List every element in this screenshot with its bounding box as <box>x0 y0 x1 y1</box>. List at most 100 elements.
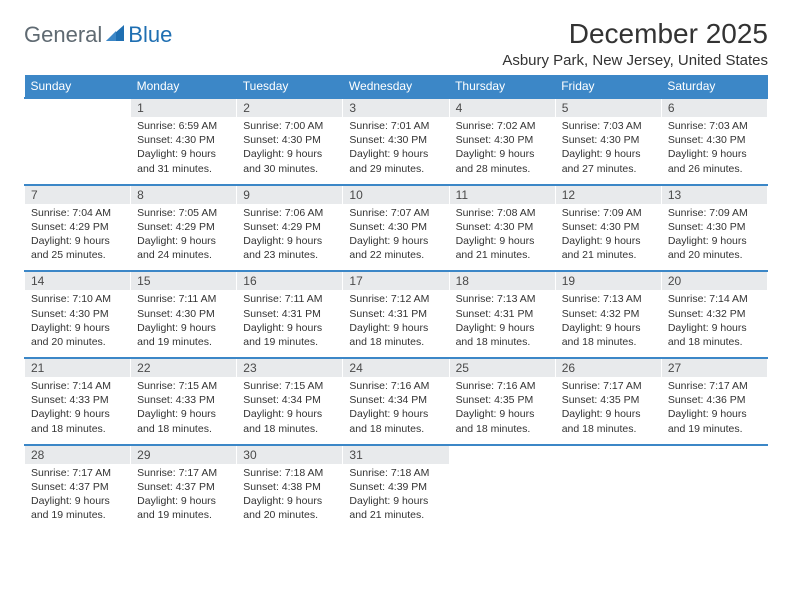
day-number: 29 <box>131 446 236 464</box>
day-number-cell: 2 <box>237 98 343 117</box>
day-header: Friday <box>555 75 661 98</box>
day-number-cell: 25 <box>449 358 555 377</box>
daylight-text: Daylight: 9 hours and 20 minutes. <box>243 494 336 522</box>
day-info-cell: Sunrise: 7:11 AMSunset: 4:30 PMDaylight:… <box>131 290 237 358</box>
sunrise-text: Sunrise: 7:17 AM <box>562 379 655 393</box>
day-number <box>556 446 661 450</box>
day-number: 16 <box>237 272 342 290</box>
daynum-row: 123456 <box>25 98 768 117</box>
daylight-text: Daylight: 9 hours and 18 minutes. <box>243 407 336 435</box>
sunset-text: Sunset: 4:30 PM <box>243 133 336 147</box>
day-number <box>25 99 130 103</box>
day-header: Saturday <box>661 75 767 98</box>
day-number-cell: 19 <box>555 271 661 290</box>
sunrise-text: Sunrise: 7:17 AM <box>31 466 124 480</box>
sunset-text: Sunset: 4:36 PM <box>668 393 761 407</box>
daynum-row: 21222324252627 <box>25 358 768 377</box>
daylight-text: Daylight: 9 hours and 30 minutes. <box>243 147 336 175</box>
logo-sail-icon <box>104 23 126 48</box>
day-info-cell: Sunrise: 7:03 AMSunset: 4:30 PMDaylight:… <box>661 117 767 185</box>
day-number-cell: 26 <box>555 358 661 377</box>
day-number-cell: 4 <box>449 98 555 117</box>
day-number-cell: 18 <box>449 271 555 290</box>
sunrise-text: Sunrise: 7:01 AM <box>349 119 442 133</box>
sunrise-text: Sunrise: 7:05 AM <box>137 206 230 220</box>
day-number: 14 <box>25 272 130 290</box>
logo-text-blue: Blue <box>128 22 172 48</box>
info-row: Sunrise: 7:17 AMSunset: 4:37 PMDaylight:… <box>25 464 768 531</box>
sunrise-text: Sunrise: 7:09 AM <box>562 206 655 220</box>
sunset-text: Sunset: 4:32 PM <box>562 307 655 321</box>
title-block: December 2025 Asbury Park, New Jersey, U… <box>502 18 768 69</box>
daylight-text: Daylight: 9 hours and 21 minutes. <box>456 234 549 262</box>
daylight-text: Daylight: 9 hours and 18 minutes. <box>456 321 549 349</box>
logo-text-general: General <box>24 22 102 48</box>
calendar-body: 123456Sunrise: 6:59 AMSunset: 4:30 PMDay… <box>25 98 768 530</box>
day-info-cell: Sunrise: 7:14 AMSunset: 4:32 PMDaylight:… <box>661 290 767 358</box>
day-number-cell: 23 <box>237 358 343 377</box>
day-info-cell: Sunrise: 7:08 AMSunset: 4:30 PMDaylight:… <box>449 204 555 272</box>
day-info-cell: Sunrise: 7:17 AMSunset: 4:37 PMDaylight:… <box>131 464 237 531</box>
day-number-cell: 6 <box>661 98 767 117</box>
day-number: 25 <box>450 359 555 377</box>
day-number-cell: 31 <box>343 445 449 464</box>
day-number: 26 <box>556 359 661 377</box>
day-number: 24 <box>343 359 448 377</box>
day-number-cell: 15 <box>131 271 237 290</box>
day-info-cell: Sunrise: 7:13 AMSunset: 4:32 PMDaylight:… <box>555 290 661 358</box>
day-info-cell: Sunrise: 7:14 AMSunset: 4:33 PMDaylight:… <box>25 377 131 445</box>
day-number-cell: 24 <box>343 358 449 377</box>
day-number-cell: 11 <box>449 185 555 204</box>
day-number-cell: 7 <box>25 185 131 204</box>
day-number: 21 <box>25 359 130 377</box>
location-text: Asbury Park, New Jersey, United States <box>502 52 768 69</box>
sunset-text: Sunset: 4:33 PM <box>137 393 230 407</box>
day-info-cell: Sunrise: 7:00 AMSunset: 4:30 PMDaylight:… <box>237 117 343 185</box>
day-number-cell: 27 <box>661 358 767 377</box>
day-info-cell: Sunrise: 7:02 AMSunset: 4:30 PMDaylight:… <box>449 117 555 185</box>
sunrise-text: Sunrise: 7:17 AM <box>137 466 230 480</box>
day-number-cell: 14 <box>25 271 131 290</box>
sunset-text: Sunset: 4:32 PM <box>668 307 761 321</box>
info-row: Sunrise: 7:10 AMSunset: 4:30 PMDaylight:… <box>25 290 768 358</box>
daylight-text: Daylight: 9 hours and 29 minutes. <box>349 147 442 175</box>
day-number-cell: 17 <box>343 271 449 290</box>
sunrise-text: Sunrise: 7:13 AM <box>456 292 549 306</box>
day-header: Thursday <box>449 75 555 98</box>
day-number: 8 <box>131 186 236 204</box>
daylight-text: Daylight: 9 hours and 25 minutes. <box>31 234 124 262</box>
sunrise-text: Sunrise: 7:11 AM <box>243 292 336 306</box>
sunrise-text: Sunrise: 7:09 AM <box>668 206 761 220</box>
day-number: 5 <box>556 99 661 117</box>
daylight-text: Daylight: 9 hours and 19 minutes. <box>243 321 336 349</box>
info-row: Sunrise: 7:04 AMSunset: 4:29 PMDaylight:… <box>25 204 768 272</box>
day-info-cell: Sunrise: 7:15 AMSunset: 4:33 PMDaylight:… <box>131 377 237 445</box>
sunset-text: Sunset: 4:30 PM <box>456 220 549 234</box>
daylight-text: Daylight: 9 hours and 26 minutes. <box>668 147 761 175</box>
day-number <box>662 446 767 450</box>
logo: General Blue <box>24 18 172 48</box>
daylight-text: Daylight: 9 hours and 18 minutes. <box>668 321 761 349</box>
sunset-text: Sunset: 4:31 PM <box>349 307 442 321</box>
daylight-text: Daylight: 9 hours and 27 minutes. <box>562 147 655 175</box>
sunset-text: Sunset: 4:39 PM <box>349 480 442 494</box>
day-info-cell: Sunrise: 7:01 AMSunset: 4:30 PMDaylight:… <box>343 117 449 185</box>
sunset-text: Sunset: 4:29 PM <box>137 220 230 234</box>
day-number: 31 <box>343 446 448 464</box>
day-number: 23 <box>237 359 342 377</box>
day-number: 1 <box>131 99 236 117</box>
info-row: Sunrise: 6:59 AMSunset: 4:30 PMDaylight:… <box>25 117 768 185</box>
day-number-cell: 9 <box>237 185 343 204</box>
daylight-text: Daylight: 9 hours and 24 minutes. <box>137 234 230 262</box>
daylight-text: Daylight: 9 hours and 18 minutes. <box>349 407 442 435</box>
daylight-text: Daylight: 9 hours and 19 minutes. <box>31 494 124 522</box>
sunset-text: Sunset: 4:30 PM <box>668 220 761 234</box>
day-number: 6 <box>662 99 767 117</box>
sunrise-text: Sunrise: 7:03 AM <box>668 119 761 133</box>
day-number-cell: 10 <box>343 185 449 204</box>
sunset-text: Sunset: 4:30 PM <box>137 307 230 321</box>
sunrise-text: Sunrise: 7:18 AM <box>349 466 442 480</box>
sunrise-text: Sunrise: 7:14 AM <box>668 292 761 306</box>
sunset-text: Sunset: 4:34 PM <box>349 393 442 407</box>
day-header-row: Sunday Monday Tuesday Wednesday Thursday… <box>25 75 768 98</box>
